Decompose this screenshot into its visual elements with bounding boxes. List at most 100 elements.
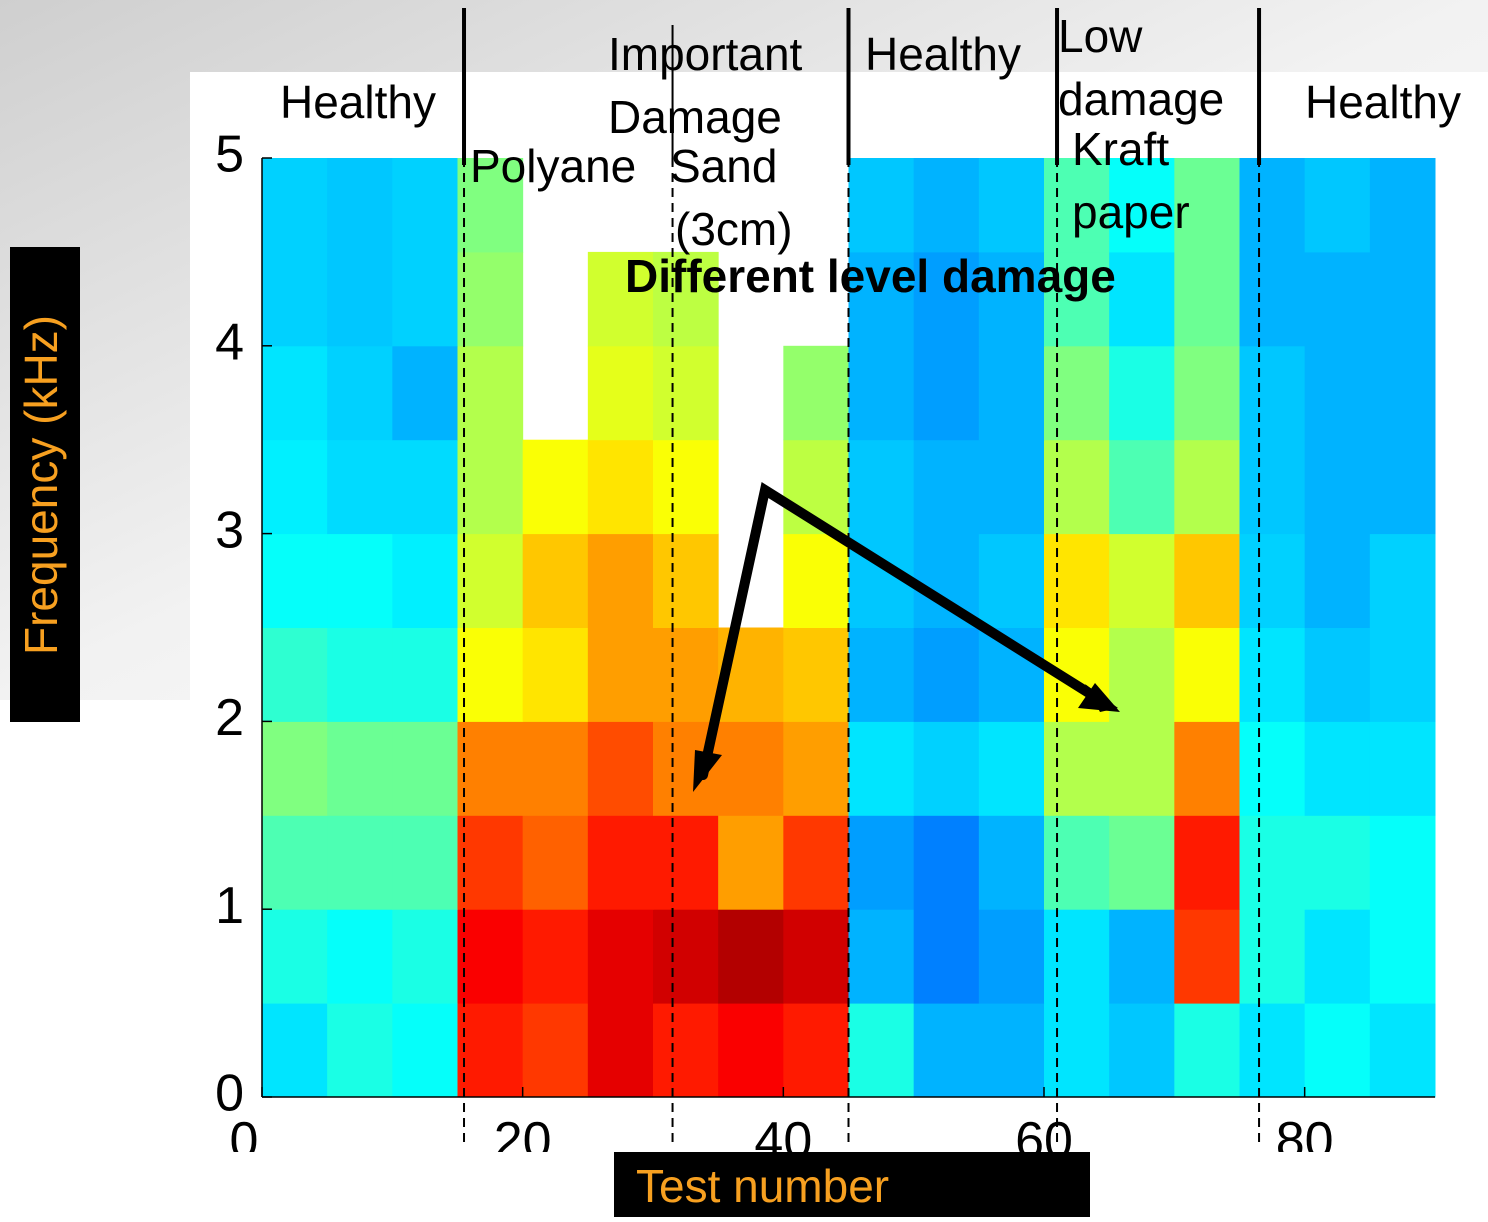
heat-cell: [1304, 158, 1371, 253]
heat-cell: [457, 627, 524, 722]
heat-cell: [783, 909, 849, 1004]
heat-cell: [392, 1003, 458, 1098]
y-tick-label: 0: [215, 1065, 244, 1123]
heat-cell: [848, 345, 915, 441]
x-tick-label: 40: [754, 1112, 812, 1170]
heat-cell: [913, 439, 980, 535]
heat-cell: [392, 909, 458, 1004]
heat-cell: [522, 627, 589, 722]
heat-cell: [1044, 345, 1110, 441]
heat-cell: [718, 909, 784, 1004]
annotation: Different level damage: [625, 250, 1116, 302]
heat-cell: [913, 251, 980, 347]
heat-cell: [978, 721, 1045, 816]
heat-cell: [783, 533, 849, 628]
heat-cell: [1304, 815, 1371, 910]
annotation: Important: [608, 28, 803, 80]
heat-cell: [1174, 439, 1240, 535]
heat-cell: [978, 1003, 1045, 1098]
heat-cell: [913, 909, 980, 1004]
heat-cell: [522, 909, 589, 1004]
heat-cell: [327, 721, 393, 816]
heat-cell: [1239, 909, 1306, 1004]
heat-cell: [913, 627, 980, 722]
heat-cell: [262, 721, 328, 816]
heat-cell: [653, 815, 719, 910]
heat-cell: [848, 721, 915, 816]
heat-cell: [913, 815, 980, 910]
annotation: Sand: [670, 140, 777, 192]
heat-cell: [1109, 345, 1175, 441]
arrow-line: [698, 481, 1105, 780]
heat-cell: [783, 1003, 849, 1098]
heat-cell: [1109, 815, 1175, 910]
heat-cell: [718, 1003, 784, 1098]
heat-cell: [1174, 251, 1240, 347]
heat-cell: [978, 251, 1045, 347]
heat-cell: [1369, 909, 1436, 1004]
annotation: (3cm): [675, 203, 793, 255]
heat-cell: [913, 345, 980, 441]
heat-cell: [1174, 627, 1240, 722]
heat-cell: [1109, 251, 1175, 347]
heat-cell: [457, 815, 524, 910]
heat-cell: [327, 815, 393, 910]
heat-cell: [262, 251, 328, 347]
heat-cell: [1369, 815, 1436, 910]
heat-cell: [457, 721, 524, 816]
ylabel-box: [10, 247, 80, 722]
annotation: damage: [1058, 73, 1224, 125]
y-tick-label: 2: [215, 689, 244, 747]
heat-cell: [327, 1003, 393, 1098]
arrows: [698, 481, 1105, 780]
annotation: Healthy: [865, 28, 1021, 80]
heat-cell: [1304, 439, 1371, 535]
heat-cell: [1044, 533, 1110, 628]
heat-cell: [1044, 721, 1110, 816]
heat-cell: [392, 158, 458, 253]
heat-cell: [587, 627, 654, 722]
heat-cell: [1239, 815, 1306, 910]
heat-cell: [262, 815, 328, 910]
heat-cell: [718, 815, 784, 910]
annotation: Low: [1058, 10, 1143, 62]
x-tick-label: 60: [1015, 1112, 1073, 1170]
heat-cell: [1369, 158, 1436, 253]
annotation: Healthy: [1305, 76, 1461, 128]
heat-cell: [392, 627, 458, 722]
heat-cell: [1239, 345, 1306, 441]
heat-cell: [1304, 533, 1371, 628]
heat-cell: [457, 533, 524, 628]
heat-cell: [262, 439, 328, 535]
x-tick-label: 80: [1276, 1112, 1334, 1170]
heat-cell: [392, 345, 458, 441]
heat-cell: [327, 345, 393, 441]
heat-cell: [1304, 721, 1371, 816]
heat-cell: [457, 251, 524, 347]
annotation: Damage: [608, 91, 782, 143]
heat-cell: [653, 345, 719, 441]
heat-cell: [1239, 158, 1306, 253]
heat-cell: [848, 627, 915, 722]
heat-cell: [1174, 909, 1240, 1004]
heat-cell: [457, 1003, 524, 1098]
heat-cell: [1239, 1003, 1306, 1098]
heat-cell: [1304, 1003, 1371, 1098]
heat-cell: [978, 815, 1045, 910]
annotation: Kraft: [1072, 123, 1169, 175]
heat-cell: [1369, 439, 1436, 535]
heat-cell: [1369, 251, 1436, 347]
heat-cell: [457, 909, 524, 1004]
annotation: Polyane: [470, 140, 636, 192]
heat-cell: [1174, 1003, 1240, 1098]
heat-cell: [848, 815, 915, 910]
heat-cell: [522, 439, 589, 535]
heat-cell: [1239, 533, 1306, 628]
heat-cell: [653, 1003, 719, 1098]
heat-cell: [653, 627, 719, 722]
heat-cell: [783, 345, 849, 441]
annotation: Healthy: [280, 76, 436, 128]
heat-cell: [1369, 627, 1436, 722]
heat-cell: [262, 158, 328, 253]
heat-cell: [392, 439, 458, 535]
